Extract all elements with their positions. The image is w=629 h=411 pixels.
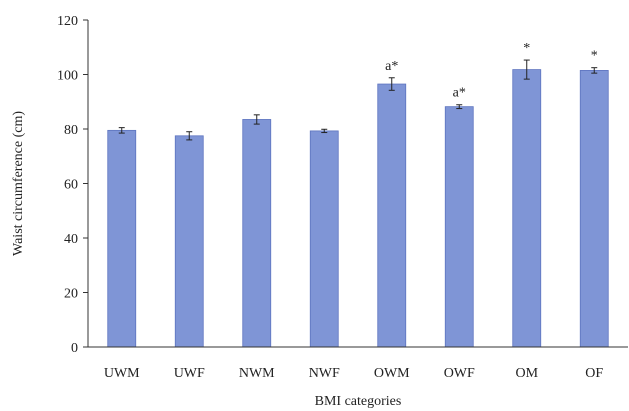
x-tick-label: UWF	[174, 366, 205, 381]
bar	[174, 135, 204, 348]
x-tick-label: OWM	[374, 366, 410, 381]
error-bar	[118, 127, 125, 134]
bars	[107, 69, 609, 348]
bar	[512, 69, 542, 348]
y-axis-title: Waist circumference (cm)	[11, 111, 26, 256]
x-axis-title: BMI categories	[315, 394, 402, 409]
x-tick-label: UWM	[104, 366, 140, 381]
y-axis-ticks: 0 20 40 60 80 100 120	[57, 14, 88, 356]
error-bar	[591, 67, 598, 74]
y-tick-label: 60	[64, 178, 78, 193]
significance-annotation: a*	[453, 86, 466, 101]
error-bar	[321, 128, 328, 134]
bar	[309, 130, 339, 348]
bar	[444, 106, 474, 348]
bar	[242, 119, 272, 348]
error-bar	[523, 59, 530, 80]
error-bar	[253, 114, 260, 125]
error-bar	[388, 77, 395, 91]
error-bars	[118, 59, 598, 141]
x-axis-tick-labels: UWM UWF NWM NWF OWM OWF OM OF	[104, 366, 604, 381]
y-tick-label: 120	[57, 14, 78, 29]
x-tick-label: NWF	[309, 366, 340, 381]
error-bar	[186, 131, 193, 141]
y-tick-label: 100	[57, 69, 78, 84]
annotations: a* a* * *	[385, 41, 598, 101]
significance-annotation: *	[523, 41, 530, 56]
x-tick-label: OM	[515, 366, 538, 381]
x-tick-label: OF	[585, 366, 603, 381]
bar	[107, 129, 137, 348]
y-tick-label: 0	[71, 341, 78, 356]
x-tick-label: NWM	[239, 366, 275, 381]
bar	[377, 83, 407, 348]
y-tick-label: 20	[64, 287, 78, 302]
significance-annotation: *	[591, 49, 598, 64]
y-tick-label: 80	[64, 123, 78, 138]
x-tick-label: OWF	[444, 366, 475, 381]
significance-annotation: a*	[385, 59, 398, 74]
y-tick-label: 40	[64, 232, 78, 247]
bar	[579, 70, 609, 348]
error-bar	[456, 104, 463, 110]
